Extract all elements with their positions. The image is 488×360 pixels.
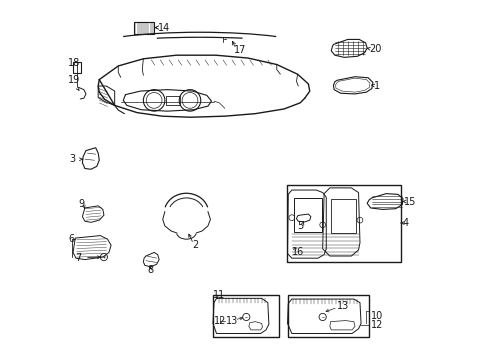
Bar: [134, 22, 154, 34]
Bar: [330, 199, 355, 233]
Bar: [73, 62, 81, 73]
Text: 9: 9: [79, 199, 85, 210]
Bar: [287, 295, 368, 337]
Bar: [286, 185, 400, 262]
Text: 18: 18: [68, 58, 80, 68]
Text: 17: 17: [233, 45, 245, 55]
Text: 4: 4: [402, 218, 407, 228]
Text: 6: 6: [68, 234, 74, 244]
Bar: [166, 96, 180, 105]
Text: 2: 2: [192, 240, 198, 250]
Text: 16: 16: [291, 247, 304, 257]
Text: 3: 3: [69, 154, 75, 164]
Text: 11: 11: [212, 290, 225, 300]
Text: 10: 10: [370, 311, 382, 321]
Text: 1: 1: [373, 81, 380, 91]
Text: 8: 8: [147, 265, 153, 275]
Text: 5: 5: [296, 221, 303, 231]
Text: 7: 7: [75, 253, 81, 263]
Text: 14: 14: [158, 23, 170, 33]
Text: 15: 15: [403, 197, 416, 207]
Text: 19: 19: [68, 75, 80, 85]
Text: 12: 12: [370, 320, 382, 330]
Text: 20: 20: [368, 44, 381, 54]
Text: 13: 13: [336, 301, 348, 311]
Bar: [212, 295, 279, 337]
Text: 13: 13: [225, 316, 238, 325]
Bar: [293, 198, 321, 232]
Text: 12: 12: [214, 316, 226, 325]
